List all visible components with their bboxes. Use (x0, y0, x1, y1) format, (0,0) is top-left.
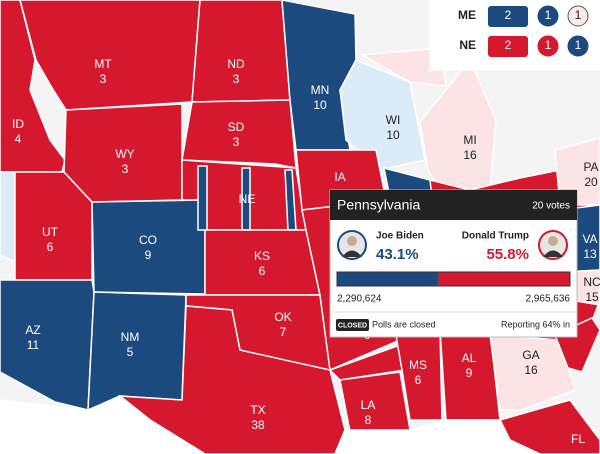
split-state: ME (458, 8, 476, 22)
state-abbr: MI (463, 133, 476, 147)
status-badge-bg (336, 319, 369, 331)
state-abbr: LA (361, 398, 376, 412)
bar-outline (336, 271, 571, 287)
candidate-shoulders (342, 250, 362, 257)
state-votes: 10 (386, 128, 400, 142)
reporting: Reporting 64% in (501, 319, 570, 329)
state-votes: 6 (415, 373, 422, 387)
state-votes: 9 (145, 248, 152, 262)
candidate-share: 43.1% (376, 246, 419, 263)
state-votes: 20 (584, 175, 598, 189)
state-abbr: GA (522, 348, 539, 362)
state-abbr: KS (254, 249, 270, 263)
state-votes: 15 (585, 290, 599, 304)
state-abbr: NM (121, 330, 140, 344)
state-abbr: VA (582, 232, 597, 246)
tooltip-header (330, 190, 577, 220)
state-shape (489, 334, 576, 411)
district-circle (567, 35, 589, 57)
state-shape (87, 291, 187, 412)
state-votes: 38 (251, 418, 265, 432)
state-abbr: NC (583, 275, 600, 289)
candidate-count: 2,290,624 (337, 294, 382, 305)
candidate-head (347, 236, 357, 246)
state-abbr: CO (139, 233, 157, 247)
state-shape (0, 439, 31, 454)
share-bar (438, 272, 570, 286)
district-circle (537, 5, 559, 27)
state-abbr: WY (115, 147, 134, 161)
state-abbr: PA (583, 160, 598, 174)
state-abbr: MS (409, 358, 427, 372)
split-total: 2 (505, 38, 512, 52)
state-votes: 4 (15, 132, 22, 146)
tooltip: Pennsylvania 20 votes Joe Biden 43.1% 2,290,… (329, 189, 578, 338)
state-votes: 3 (122, 162, 129, 176)
state-votes: 3 (100, 72, 107, 86)
state-shape (0, 171, 16, 264)
status-badge: CLOSED (338, 322, 367, 329)
state-votes: 6 (47, 240, 54, 254)
state-votes: 13 (583, 247, 597, 261)
split-state: NE (459, 38, 476, 52)
state-votes: 8 (365, 413, 372, 427)
state-shape (359, 47, 447, 87)
state-abbr: ND (227, 57, 245, 71)
state-votes: 7 (280, 325, 287, 339)
status: Polls are closed (372, 319, 436, 329)
state-shape (334, 419, 541, 454)
state-votes: 9 (466, 366, 473, 380)
split-total: 2 (505, 8, 512, 22)
state-abbr: TX (250, 403, 265, 417)
candidate-name: Donald Trump (462, 231, 529, 242)
candidate-name: Joe Biden (376, 231, 424, 242)
split-total-box (488, 36, 528, 57)
state-shape (554, 137, 600, 206)
split-total-box (488, 6, 528, 27)
state-abbr: OK (274, 310, 291, 324)
state-abbr: MN (311, 83, 330, 97)
state-abbr: IA (334, 170, 345, 184)
candidate-share: 55.8% (486, 246, 529, 263)
state-abbr: NE (239, 192, 256, 206)
district-circle (537, 35, 559, 57)
state-shape (181, 99, 297, 169)
state-shape (197, 165, 208, 231)
district-circle (567, 5, 589, 27)
state-votes: 6 (259, 264, 266, 278)
state-abbr: AL (462, 351, 477, 365)
state-abbr: MT (94, 57, 112, 71)
state-shape (0, 395, 207, 454)
state-abbr: FL (571, 432, 585, 446)
state-votes: 5 (127, 345, 134, 359)
state-abbr: SD (228, 120, 245, 134)
state-votes: 10 (313, 98, 327, 112)
candidate-shoulders (543, 250, 563, 257)
state-shape (191, 0, 291, 103)
candidate-count: 2,965,636 (526, 294, 571, 305)
state-abbr: AZ (25, 323, 40, 337)
district-votes: 1 (545, 38, 552, 52)
state-votes: 16 (463, 148, 477, 162)
district-votes: 1 (575, 8, 582, 22)
state-votes: 11 (27, 338, 40, 352)
tooltip-votes: 20 votes (532, 201, 570, 212)
share-bar (337, 272, 439, 286)
state-abbr: UT (42, 225, 59, 239)
state-votes: 16 (524, 363, 538, 377)
district-votes: 1 (575, 38, 582, 52)
district-votes: 1 (545, 8, 552, 22)
candidate-head (548, 236, 558, 246)
state-abbr: WI (386, 113, 401, 127)
tooltip-state: Pennsylvania (337, 197, 420, 213)
state-votes: 3 (233, 72, 240, 86)
state-votes: 3 (233, 135, 240, 149)
state-abbr: ID (12, 117, 24, 131)
